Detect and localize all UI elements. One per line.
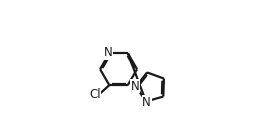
Text: N: N xyxy=(142,96,150,109)
Text: N: N xyxy=(130,80,139,93)
Text: N: N xyxy=(103,46,112,59)
Text: Cl: Cl xyxy=(89,88,100,101)
